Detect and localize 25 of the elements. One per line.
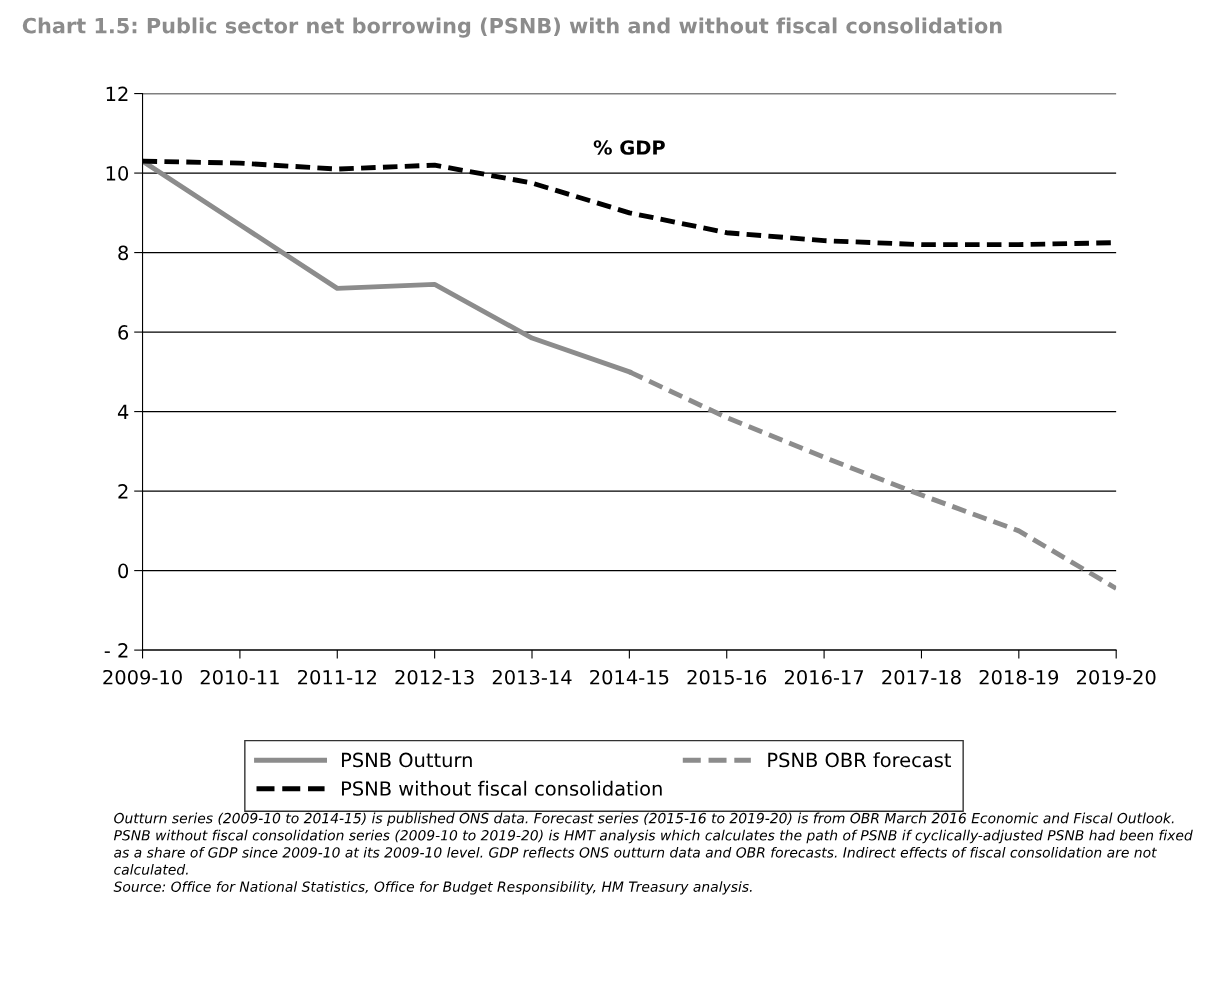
x-tick-label: 2013-14: [492, 669, 572, 685]
x-tick-label: 2012-13: [395, 669, 474, 685]
chart-title: Chart 1.5: Public sector net borrowing (PSNB) with and without fiscal consolidation: [22, 17, 1002, 38]
y-tick-label: 0: [118, 563, 129, 579]
x-tick-label: 2015-16: [687, 669, 767, 685]
y-tick-label: 10: [106, 166, 129, 181]
x-tick-label: 2019-20: [1076, 669, 1156, 685]
legend-label: PSNB without fiscal consolidation: [342, 780, 662, 796]
y-tick-label: 4: [117, 404, 129, 419]
y-tick-label: 6: [118, 325, 129, 340]
x-tick-label: 2009-10: [103, 669, 182, 685]
text: Outturn series (2009-10 to 2014-15) is published ONS data. Forecast series (2015-16 to 2019-20) is from OBR March 2016 Economic and Fiscal Outlook. PSNB without fiscal consolidation series (2009-10 to 2019-20) is HMT analysis which calculates the path of PSNB if cyclically-adjusted PSNB had been fixed as a share of GDP since 2009-10 at its 2009-10 level. GDP reflects ONS outturn data and OBR forecasts. Indirect effects of fiscal consolidation are not calculated. Source: Office for National Statistics, Office for Budget Responsibility, HM Treasury analysis.: [113, 812, 1193, 895]
x-tick-label: 2016-17: [784, 669, 864, 685]
x-tick-label: 2017-18: [882, 669, 961, 685]
legend-label: PSNB Outturn: [342, 752, 472, 768]
legend-label: PSNB OBR forecast: [768, 752, 952, 768]
y-tick-label: - 2: [104, 643, 128, 658]
annotation: % GDP: [593, 140, 665, 155]
y-tick-label: 8: [118, 245, 129, 261]
y-tick-label: 2: [118, 484, 128, 499]
y-tick-label: 12: [106, 86, 128, 101]
x-tick-label: 2014-15: [590, 669, 669, 685]
x-tick-label: 2010-11: [200, 669, 279, 685]
x-tick-label: 2011-12: [298, 669, 376, 685]
x-tick-label: 2018-19: [979, 669, 1059, 685]
